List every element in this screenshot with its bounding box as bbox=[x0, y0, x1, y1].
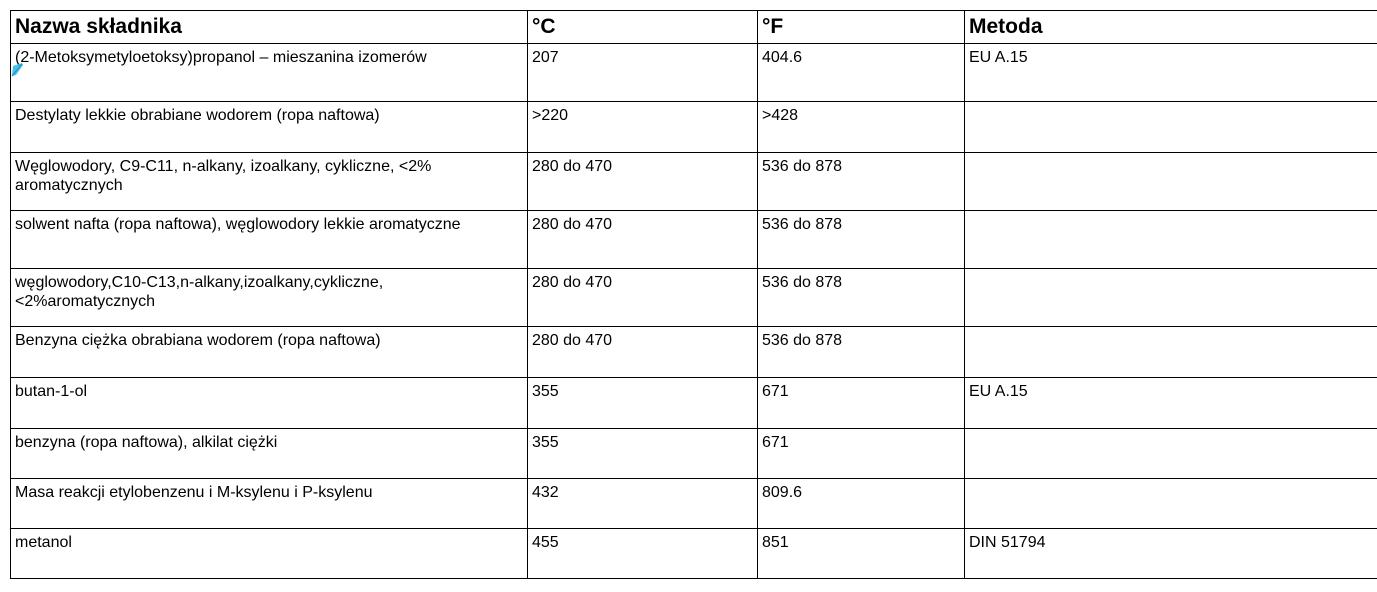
cell-fahrenheit: 536 do 878 bbox=[757, 152, 965, 211]
cell-celsius: 280 do 470 bbox=[527, 268, 758, 327]
pen-annotation-stroke bbox=[11, 63, 23, 77]
cell-component-name: Masa reakcji etylobenzenu i M-ksylenu i … bbox=[10, 478, 528, 529]
header-row: Nazwa składnika °C °F Metoda bbox=[10, 10, 1377, 44]
cell-fahrenheit: 809.6 bbox=[757, 478, 965, 529]
header-component-name: Nazwa składnika bbox=[10, 10, 528, 44]
cell-celsius: 432 bbox=[527, 478, 758, 529]
cell-method: EU A.15 bbox=[964, 43, 1377, 102]
cell-component-name: Węglowodory, C9-C11, n-alkany, izoalkany… bbox=[10, 152, 528, 211]
cell-fahrenheit: 671 bbox=[757, 428, 965, 479]
cell-method bbox=[964, 152, 1377, 211]
cell-celsius: 355 bbox=[527, 377, 758, 429]
cell-component-name: Benzyna ciężka obrabiana wodorem (ropa n… bbox=[10, 326, 528, 378]
cell-celsius: 280 do 470 bbox=[527, 210, 758, 269]
table-row: Masa reakcji etylobenzenu i M-ksylenu i … bbox=[10, 478, 1377, 529]
cell-method bbox=[964, 210, 1377, 269]
header-celsius: °C bbox=[527, 10, 758, 44]
table-row: metanol 455 851 DIN 51794 bbox=[10, 528, 1377, 579]
header-method: Metoda bbox=[964, 10, 1377, 44]
autoignition-table: Nazwa składnika °C °F Metoda (2-Metoksym… bbox=[10, 10, 1377, 579]
cell-celsius: 455 bbox=[527, 528, 758, 579]
cell-component-name: butan-1-ol bbox=[10, 377, 528, 429]
cell-method bbox=[964, 428, 1377, 479]
cell-component-name: solwent nafta (ropa naftowa), węglowodor… bbox=[10, 210, 528, 269]
cell-component-name: Destylaty lekkie obrabiane wodorem (ropa… bbox=[10, 101, 528, 153]
cell-component-name: (2-Metoksymetyloetoksy)propanol – miesza… bbox=[10, 43, 528, 102]
cell-fahrenheit: 536 do 878 bbox=[757, 210, 965, 269]
cell-method: EU A.15 bbox=[964, 377, 1377, 429]
cell-component-name: węglowodory,C10-C13,n-alkany,izoalkany,c… bbox=[10, 268, 528, 327]
cell-fahrenheit: 851 bbox=[757, 528, 965, 579]
cell-celsius: 207 bbox=[527, 43, 758, 102]
cell-celsius: 280 do 470 bbox=[527, 152, 758, 211]
cell-component-name: benzyna (ropa naftowa), alkilat ciężki bbox=[10, 428, 528, 479]
cell-celsius: 280 do 470 bbox=[527, 326, 758, 378]
cell-method bbox=[964, 268, 1377, 327]
table-row: solwent nafta (ropa naftowa), węglowodor… bbox=[10, 210, 1377, 269]
cell-method bbox=[964, 478, 1377, 529]
cell-component-name: metanol bbox=[10, 528, 528, 579]
table-row: Węglowodory, C9-C11, n-alkany, izoalkany… bbox=[10, 152, 1377, 211]
table-row: węglowodory,C10-C13,n-alkany,izoalkany,c… bbox=[10, 268, 1377, 327]
table-row: Benzyna ciężka obrabiana wodorem (ropa n… bbox=[10, 326, 1377, 378]
cell-fahrenheit: 536 do 878 bbox=[757, 268, 965, 327]
cell-fahrenheit: 671 bbox=[757, 377, 965, 429]
header-fahrenheit: °F bbox=[757, 10, 965, 44]
table-row: (2-Metoksymetyloetoksy)propanol – miesza… bbox=[10, 43, 1377, 102]
cell-method bbox=[964, 101, 1377, 153]
cell-fahrenheit: 536 do 878 bbox=[757, 326, 965, 378]
pen-annotation-icon bbox=[11, 63, 23, 77]
table-row: benzyna (ropa naftowa), alkilat ciężki 3… bbox=[10, 428, 1377, 479]
table-row: butan-1-ol 355 671 EU A.15 bbox=[10, 377, 1377, 429]
cell-method: DIN 51794 bbox=[964, 528, 1377, 579]
cell-celsius: >220 bbox=[527, 101, 758, 153]
cell-celsius: 355 bbox=[527, 428, 758, 479]
cell-fahrenheit: >428 bbox=[757, 101, 965, 153]
cell-fahrenheit: 404.6 bbox=[757, 43, 965, 102]
cell-method bbox=[964, 326, 1377, 378]
table-row: Destylaty lekkie obrabiane wodorem (ropa… bbox=[10, 101, 1377, 153]
